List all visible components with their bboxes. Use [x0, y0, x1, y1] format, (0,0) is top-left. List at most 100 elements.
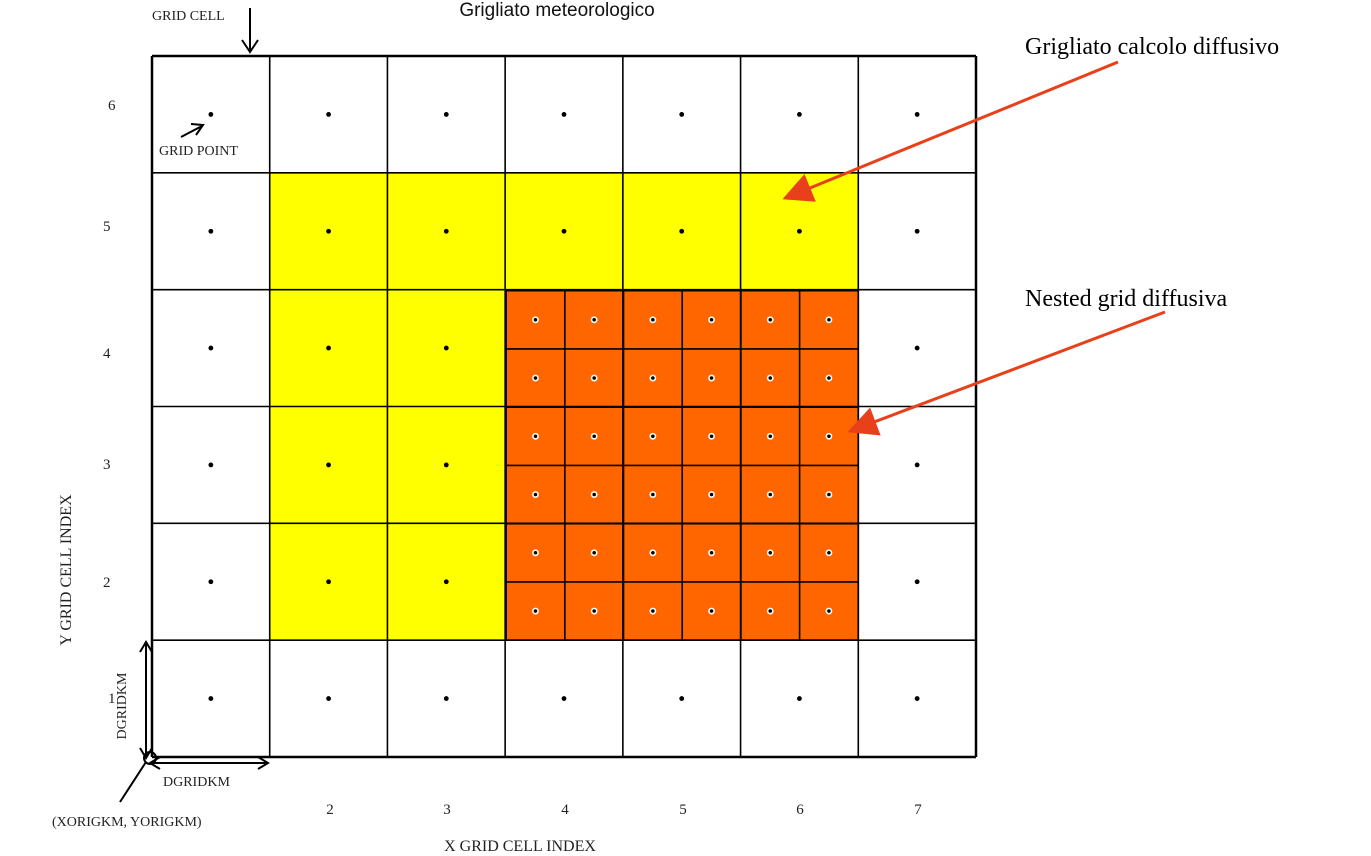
grid-point [914, 228, 920, 234]
grid-point [914, 579, 920, 585]
nested-grid-point [651, 492, 655, 497]
nested-grid-point [709, 550, 714, 555]
nested-grid-point [533, 434, 538, 439]
grid-point [208, 112, 214, 117]
nested-grid-point [533, 376, 538, 380]
x-tick-label: 6 [796, 802, 804, 818]
nested-grid-point [709, 317, 714, 322]
grid-point-label: GRID POINT [159, 144, 238, 159]
grid-point [914, 462, 920, 468]
x-tick-label: 7 [914, 802, 922, 818]
grid-point [561, 112, 567, 117]
diagram-title: Grigliato meteorologico [459, 0, 654, 21]
nested-grid-point [651, 609, 655, 613]
x-axis-title: X GRID CELL INDEX [444, 838, 596, 855]
nested-cell [505, 289, 623, 407]
nested-grid-point [768, 434, 773, 439]
grid-lines [150, 54, 978, 759]
y-tick-label: 4 [103, 346, 111, 362]
y-tick-label: 3 [103, 457, 111, 473]
dgridkm-horizontal-label: DGRIDKM [163, 775, 230, 790]
grid-point [679, 112, 685, 117]
nested-grid-point [768, 492, 773, 497]
nested-grid-point [709, 434, 714, 439]
grid-point [443, 345, 449, 351]
nested-grid-point [709, 376, 714, 380]
grid-point [443, 696, 449, 701]
grid-point [443, 462, 449, 468]
grid-point-arrow-icon [180, 123, 205, 138]
grid-point [679, 228, 685, 234]
nested-grid-point [768, 376, 773, 380]
nested-grid-point [768, 550, 773, 555]
grid-point [914, 345, 920, 351]
dgridkm-vertical-label: DGRIDKM [115, 672, 130, 739]
dgridkm-vertical-arrow-icon [139, 640, 153, 760]
grid-point [797, 112, 802, 117]
y-axis-title: Y GRID CELL INDEX [58, 494, 75, 646]
nested-grid-point [651, 376, 655, 380]
grid-point [326, 112, 331, 117]
y-tick-label: 6 [108, 98, 116, 114]
nested-grid-point [592, 434, 596, 439]
grid-point [443, 579, 449, 585]
grid-point [561, 228, 567, 234]
grid-point [326, 696, 331, 701]
callout-computational-arrow-icon [782, 60, 1119, 202]
nested-grid-point [827, 492, 831, 497]
grid-point [561, 696, 567, 701]
grid-point [679, 696, 685, 701]
grid-cell-label: GRID CELL [152, 9, 225, 24]
dgridkm-horizontal-arrow-icon [148, 756, 270, 770]
nested-grid-point [592, 609, 596, 613]
nested-grid-point [827, 317, 831, 322]
nested-grid-point [827, 609, 831, 613]
callout-computational-grid: Grigliato calcolo diffusivo [1025, 34, 1279, 60]
grid-point [208, 228, 214, 234]
grid-point [797, 696, 802, 701]
grid-point [326, 579, 331, 585]
y-tick-label: 5 [103, 219, 111, 235]
nested-grid-point [827, 434, 831, 439]
nested-grid-point [651, 317, 655, 322]
nested-grid-point [827, 550, 831, 555]
callout-nested-arrow-icon [847, 310, 1166, 436]
x-tick-label: 5 [679, 802, 687, 818]
origin-label: (XORIGKM, YORIGKM) [52, 815, 202, 830]
callout-nested-grid: Nested grid diffusiva [1025, 286, 1228, 312]
grid-point [443, 112, 449, 117]
grid-point [208, 696, 214, 701]
y-tick-label: 1 [108, 691, 116, 707]
nested-grid-point [592, 317, 596, 322]
grid-point [797, 228, 802, 234]
nested-grid-point [651, 434, 655, 439]
nested-grid-point [768, 609, 773, 613]
x-tick-label: 4 [561, 802, 569, 818]
nested-grid-point [592, 376, 596, 380]
nested-grid-point [709, 609, 714, 613]
nested-grid-point [533, 609, 538, 613]
nested-grid-point [827, 376, 831, 380]
grid-point [208, 345, 214, 351]
nested-grid-point [533, 550, 538, 555]
grid-point [326, 462, 331, 468]
grid-point [326, 345, 331, 351]
nested-grid-point [768, 317, 773, 322]
nested-grid-point [533, 492, 538, 497]
nested-grid-point [592, 492, 596, 497]
x-tick-label: 2 [326, 802, 334, 818]
origin-marker-icon [119, 751, 157, 803]
grid-point [326, 228, 331, 234]
grid-points [208, 112, 920, 701]
grid-point [914, 696, 920, 701]
grid-cell-arrow-icon [241, 8, 259, 54]
grid-point [208, 462, 214, 468]
nested-grid-point [709, 492, 714, 497]
nested-grid-point [592, 550, 596, 555]
nested-grid-point [651, 550, 655, 555]
x-tick-label: 3 [443, 802, 451, 818]
grid-point [914, 112, 920, 117]
nested-grid-point [533, 317, 538, 322]
grid-point [443, 228, 449, 234]
